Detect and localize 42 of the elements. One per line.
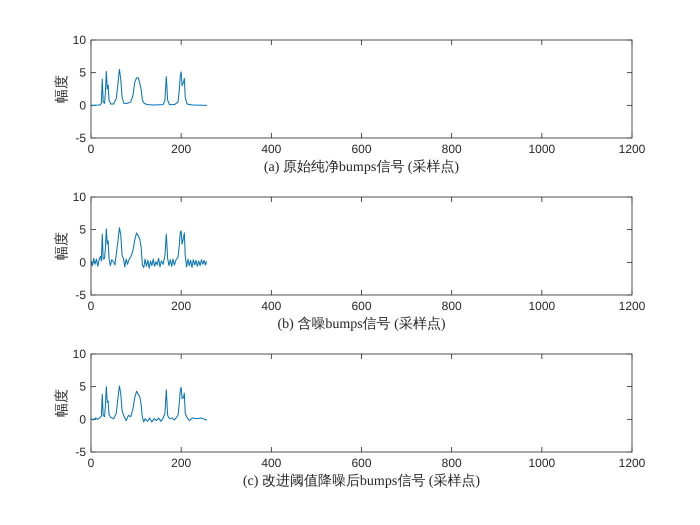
x-tick-label: 0	[88, 142, 95, 156]
y-tick-label: 5	[79, 380, 86, 394]
x-tick-label: 400	[261, 299, 282, 313]
y-axis-title: 幅度	[54, 75, 70, 103]
x-tick-label: 1200	[618, 456, 646, 470]
x-tick-label: 800	[442, 299, 462, 313]
x-tick-label: 1200	[618, 299, 646, 313]
x-tick-label: 400	[261, 456, 282, 470]
y-tick-label: 0	[79, 255, 86, 270]
x-tick-label: 200	[171, 456, 192, 470]
x-tick-label: 400	[261, 142, 282, 156]
y-tick-label: 10	[72, 33, 86, 47]
y-tick-label: 10	[72, 347, 86, 361]
x-tick-label: 0	[88, 299, 95, 313]
x-tick-label: 600	[351, 299, 372, 313]
y-axis-title: 幅度	[54, 389, 70, 417]
x-tick-label: 1000	[528, 299, 556, 313]
x-axis-title: (c) 改进阈值降噪后bumps信号 (采样点)	[242, 473, 480, 489]
x-tick-label: 600	[351, 142, 372, 156]
x-axis-title: (a) 原始纯净bumps信号 (采样点)	[264, 159, 460, 175]
line-series	[90, 68, 207, 106]
y-tick-label: 0	[79, 412, 86, 426]
x-tick-label: 200	[171, 299, 192, 313]
x-tick-label: 1200	[618, 142, 646, 156]
y-tick-label: 5	[79, 66, 86, 80]
y-tick-label: 0	[79, 98, 86, 112]
y-tick-label: -5	[75, 445, 86, 459]
x-tick-label: 0	[88, 456, 95, 470]
x-tick-label: 800	[442, 456, 462, 470]
y-tick-label: 5	[79, 222, 86, 237]
x-tick-label: 800	[442, 142, 462, 156]
y-tick-label: -5	[75, 288, 86, 302]
x-axis-title: (b) 含噪bumps信号 (采样点)	[278, 316, 446, 332]
x-tick-label: 1000	[528, 142, 556, 156]
y-tick-label: -5	[75, 131, 86, 145]
line-series	[90, 386, 207, 422]
line-series	[90, 227, 207, 269]
x-tick-label: 1000	[528, 456, 556, 470]
y-tick-label: 10	[72, 190, 86, 204]
x-tick-label: 600	[351, 456, 372, 470]
x-tick-label: 200	[171, 142, 192, 156]
y-axis-title: 幅度	[54, 232, 70, 260]
